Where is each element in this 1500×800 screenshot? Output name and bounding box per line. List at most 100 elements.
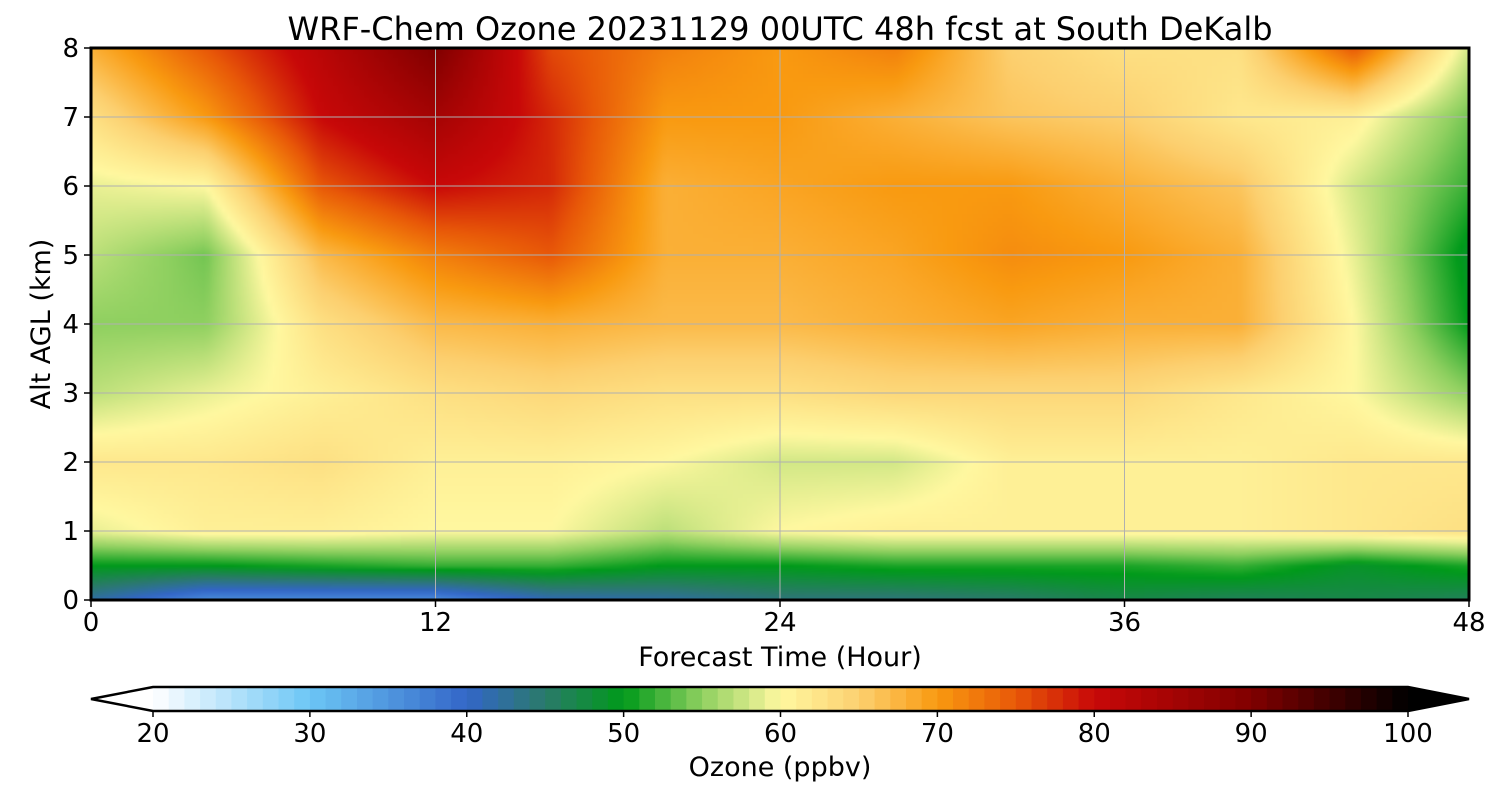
colorbar-bin: [576, 687, 593, 711]
colorbar-bin: [717, 687, 735, 711]
y-tick-label: 3: [62, 379, 79, 409]
colorbar-bin: [1188, 687, 1205, 711]
colorbar-bin: [1172, 687, 1189, 711]
colorbar-bin: [827, 687, 844, 711]
chart-title: WRF-Chem Ozone 20231129 00UTC 48h fcst a…: [287, 10, 1272, 48]
colorbar-bin: [168, 687, 185, 711]
x-axis-label: Forecast Time (Hour): [638, 642, 922, 673]
colorbar-tick-label: 70: [921, 719, 954, 749]
colorbar-tick-label: 20: [136, 719, 169, 749]
x-axis-ticks: 0 12 24 36 48: [83, 600, 1486, 638]
colorbar-bin: [858, 687, 876, 711]
y-tick-label: 7: [62, 103, 79, 133]
colorbar-bin: [372, 687, 389, 711]
colorbar-bin: [639, 687, 656, 711]
colorbar-bin: [1157, 687, 1174, 711]
y-tick-label: 8: [62, 34, 79, 64]
colorbar-bin: [560, 687, 578, 711]
colorbar-ticks: 20 30 40 50 60 70 80 90 100: [136, 711, 1433, 749]
colorbar-bin: [796, 687, 813, 711]
colorbar-bin: [231, 687, 248, 711]
colorbar-bin: [702, 687, 719, 711]
y-axis-label: Alt AGL (km): [26, 239, 57, 410]
colorbar-bin: [874, 687, 891, 711]
colorbar-bin: [341, 687, 358, 711]
colorbar-bin: [404, 687, 421, 711]
colorbar-bin: [811, 687, 829, 711]
colorbar-bin: [1392, 687, 1409, 711]
colorbar-bin: [1094, 687, 1111, 711]
colorbar-bin: [1078, 687, 1095, 711]
colorbar-extend-min: [91, 687, 153, 711]
colorbar-bin: [1235, 687, 1252, 711]
colorbar-bin: [262, 687, 280, 711]
y-tick-label: 4: [62, 310, 79, 340]
colorbar-bin: [1313, 687, 1331, 711]
colorbar-bin: [513, 687, 531, 711]
y-tick-label: 6: [62, 172, 79, 202]
colorbar-bin: [419, 687, 436, 711]
x-tick-label: 48: [1452, 608, 1485, 638]
colorbar-bin: [1125, 687, 1142, 711]
colorbar-bin: [325, 687, 342, 711]
colorbar-bin: [294, 687, 311, 711]
colorbar-bin: [1251, 687, 1268, 711]
colorbar-bin: [545, 687, 562, 711]
colorbar-bin: [686, 687, 703, 711]
colorbar-bin: [1047, 687, 1064, 711]
y-tick-label: 0: [62, 586, 79, 616]
colorbar-bin: [1141, 687, 1158, 711]
colorbar-bin: [623, 687, 640, 711]
x-tick-label: 12: [419, 608, 452, 638]
colorbar-bin: [592, 687, 609, 711]
colorbar-bin: [278, 687, 295, 711]
colorbar-bin: [247, 687, 264, 711]
y-axis-ticks: 0 1 2 3 4 5 6 7 8: [62, 34, 91, 616]
colorbar-bin: [529, 687, 546, 711]
colorbar-bin: [1329, 687, 1346, 711]
colorbar-tick-label: 40: [450, 719, 483, 749]
colorbar-bin: [482, 687, 499, 711]
colorbar-label: Ozone (ppbv): [689, 752, 872, 783]
colorbar-bin: [498, 687, 515, 711]
colorbar-bin: [937, 687, 954, 711]
colorbar-bin: [215, 687, 233, 711]
colorbar-bin: [1015, 687, 1033, 711]
colorbar-tick-label: 100: [1383, 719, 1433, 749]
colorbar-bin: [968, 687, 986, 711]
colorbar-bin: [153, 687, 170, 711]
colorbar-bin: [184, 687, 201, 711]
colorbar-bin: [953, 687, 970, 711]
colorbar-bin: [749, 687, 766, 711]
colorbar-bin: [1109, 687, 1127, 711]
colorbar-bin: [670, 687, 687, 711]
colorbar-bin: [607, 687, 625, 711]
colorbar-bin: [451, 687, 468, 711]
y-tick-label: 1: [62, 517, 79, 547]
colorbar-bin: [655, 687, 672, 711]
colorbar-bin: [435, 687, 452, 711]
y-tick-label: 5: [62, 241, 79, 271]
colorbar-bin: [356, 687, 374, 711]
colorbar-bin: [733, 687, 750, 711]
x-tick-label: 36: [1108, 608, 1141, 638]
x-tick-label: 0: [83, 608, 100, 638]
colorbar-bin: [1204, 687, 1221, 711]
colorbar-bin: [1376, 687, 1393, 711]
colorbar-bin: [764, 687, 782, 711]
colorbar-bin: [780, 687, 797, 711]
x-tick-label: 24: [763, 608, 796, 638]
colorbar-bin: [1000, 687, 1017, 711]
colorbar-bin: [466, 687, 484, 711]
colorbar-bin: [1219, 687, 1237, 711]
colorbar-bin: [890, 687, 907, 711]
colorbar-bin: [906, 687, 923, 711]
colorbar-bin: [1360, 687, 1378, 711]
colorbar-tick-label: 30: [293, 719, 326, 749]
colorbar-bin: [1031, 687, 1048, 711]
colorbar-bin: [388, 687, 405, 711]
colorbar-tick-label: 90: [1235, 719, 1268, 749]
colorbar: [90, 685, 1470, 713]
colorbar-tick-label: 50: [607, 719, 640, 749]
